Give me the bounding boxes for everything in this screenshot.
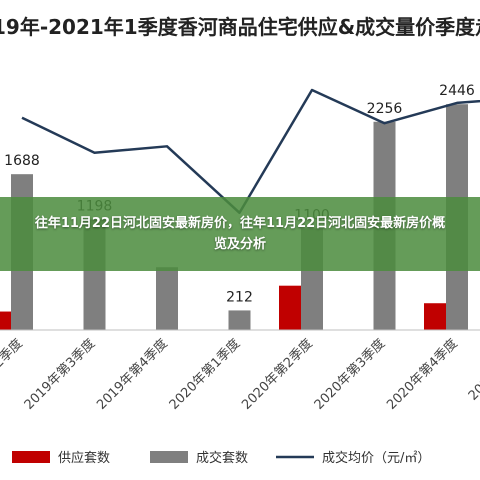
data-label-5: 2446 — [439, 83, 475, 99]
data-label-2: 212 — [226, 289, 253, 305]
x-tick-label-0: 19年2季度 — [0, 336, 26, 392]
legend-label-2: 成交均价（元/㎡） — [322, 450, 430, 466]
bar-transaction-2 — [156, 267, 178, 330]
headline-text: 往年11月22日河北固安最新房价，往年11月22日河北固安最新房价概览及分析 — [34, 216, 446, 252]
legend-label-0: 供应套数 — [58, 450, 110, 466]
data-label-0: 1688 — [4, 153, 40, 169]
data-label-4: 2256 — [367, 101, 403, 117]
chart-title: 19年-2021年1季度香河商品住宅供应&成交量价季度走势 — [0, 15, 480, 39]
legend-label-1: 成交套数 — [196, 450, 248, 466]
x-tick-label-3: 2020年第1季度 — [166, 336, 243, 413]
headline-banner: 往年11月22日河北固安最新房价，往年11月22日河北固安最新房价概览及分析 — [0, 197, 480, 271]
bar-supply-0 — [0, 311, 11, 330]
avg-price-line — [21, 88, 480, 215]
bar-supply-4 — [279, 285, 301, 330]
x-tick-label-5: 2020年第3季度 — [311, 336, 388, 413]
x-tick-label-2: 2019年第4季度 — [93, 336, 170, 413]
bar-transaction-3 — [228, 310, 251, 330]
x-tick-label-6: 2020年第4季度 — [383, 336, 460, 413]
legend-swatch-0 — [12, 451, 50, 463]
x-tick-label-7: 2021年1季度 — [465, 336, 480, 404]
ticks-layer: 19年2季度2019年第3季度2019年第4季度2020年第1季度2020年第2… — [0, 336, 480, 413]
x-tick-label-1: 2019年第3季度 — [21, 336, 98, 413]
legend-swatch-1 — [150, 451, 188, 463]
legend: 供应套数 成交套数 成交均价（元/㎡） — [12, 450, 430, 466]
line-layer — [21, 88, 480, 215]
bar-supply-6 — [424, 303, 446, 330]
x-tick-label-4: 2020年第2季度 — [238, 336, 315, 413]
